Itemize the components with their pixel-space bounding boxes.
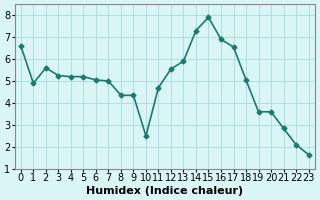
X-axis label: Humidex (Indice chaleur): Humidex (Indice chaleur)	[86, 186, 243, 196]
